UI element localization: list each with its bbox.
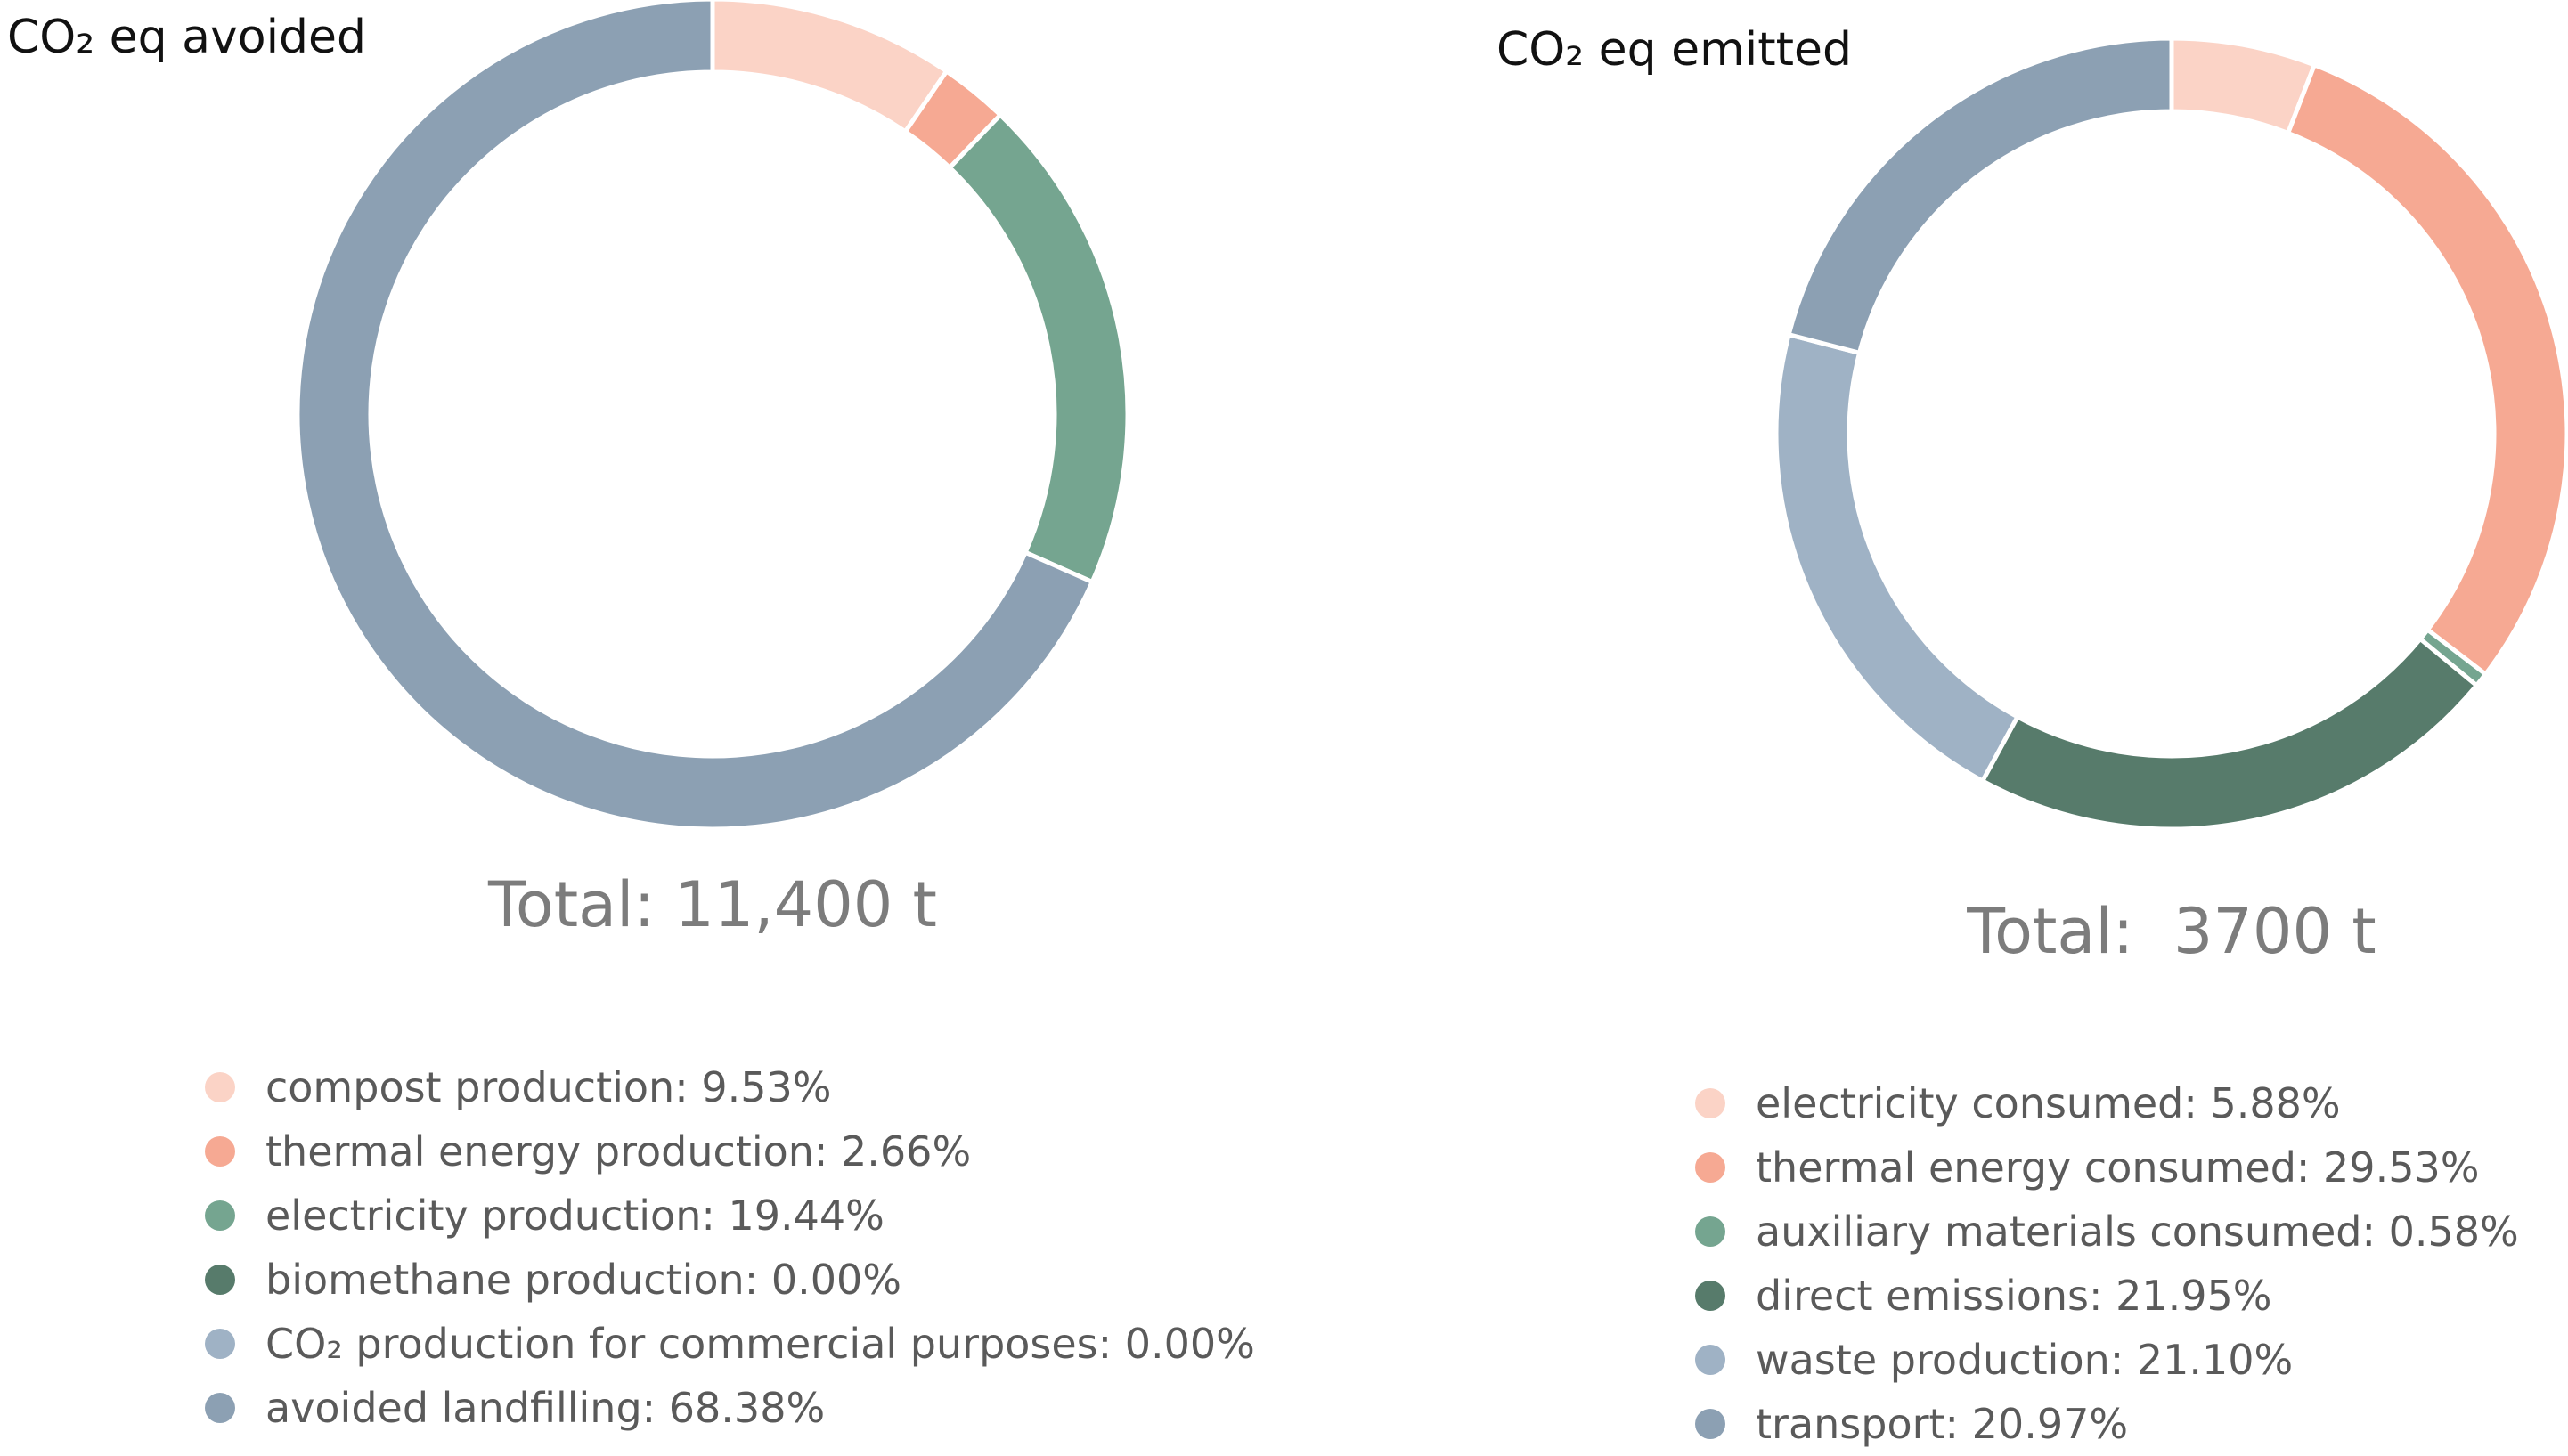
- legend-swatch: [1695, 1409, 1725, 1439]
- legend-item-thermal-energy-consumed: thermal energy consumed: 29.53%: [1695, 1135, 2519, 1200]
- donut-slice-avoided-compost-production: [710, 0, 950, 135]
- legend-swatch: [205, 1136, 235, 1167]
- legend-item-electricity-production: electricity production: 19.44%: [205, 1184, 1255, 1248]
- total-label-emitted: Total: 3700 t: [1967, 895, 2376, 968]
- legend-emitted: electricity consumed: 5.88% thermal ener…: [1695, 1071, 2519, 1456]
- legend-swatch: [205, 1393, 235, 1423]
- legend-label: biomethane production: 0.00%: [265, 1256, 901, 1304]
- chart-title-emitted: CO₂ eq emitted: [1496, 23, 1853, 77]
- legend-item-co2-production: CO₂ production for commercial purposes: …: [205, 1312, 1255, 1376]
- legend-avoided: compost production: 9.53% thermal energy…: [205, 1055, 1255, 1440]
- legend-item-electricity-consumed: electricity consumed: 5.88%: [1695, 1071, 2519, 1135]
- legend-swatch: [1695, 1152, 1725, 1183]
- legend-item-waste-production: waste production: 21.10%: [1695, 1328, 2519, 1392]
- total-label-avoided: Total: 11,400 t: [488, 868, 937, 941]
- donut-chart-avoided: [295, 0, 1130, 832]
- legend-swatch: [205, 1265, 235, 1295]
- legend-label: avoided landfilling: 68.38%: [265, 1384, 826, 1432]
- donut-slice-emitted-waste-production: [1773, 331, 2021, 785]
- legend-item-transport: transport: 20.97%: [1695, 1392, 2519, 1456]
- legend-swatch: [1695, 1088, 1725, 1118]
- legend-item-thermal-energy-production: thermal energy production: 2.66%: [205, 1119, 1255, 1184]
- legend-swatch: [205, 1200, 235, 1231]
- legend-item-direct-emissions: direct emissions: 21.95%: [1695, 1264, 2519, 1328]
- legend-label: electricity consumed: 5.88%: [1756, 1079, 2341, 1127]
- legend-item-avoided-landfilling: avoided landfilling: 68.38%: [205, 1376, 1255, 1440]
- donut-slice-emitted-transport: [1786, 36, 2174, 356]
- donut-chart-emitted: [1773, 36, 2568, 832]
- legend-item-auxiliary-materials-consumed: auxiliary materials consumed: 0.58%: [1695, 1200, 2519, 1264]
- legend-label: thermal energy production: 2.66%: [265, 1127, 972, 1175]
- legend-swatch: [205, 1072, 235, 1102]
- legend-swatch: [205, 1329, 235, 1359]
- donut-slice-avoided-electricity-production: [946, 111, 1130, 585]
- legend-label: thermal energy consumed: 29.53%: [1756, 1143, 2480, 1192]
- legend-item-compost-production: compost production: 9.53%: [205, 1055, 1255, 1119]
- legend-label: transport: 20.97%: [1756, 1400, 2129, 1448]
- legend-swatch: [1695, 1345, 1725, 1375]
- legend-label: direct emissions: 21.95%: [1756, 1272, 2272, 1320]
- donut-slice-emitted-direct-emissions: [1979, 635, 2480, 832]
- legend-item-biomethane-production: biomethane production: 0.00%: [205, 1248, 1255, 1312]
- legend-label: electricity production: 19.44%: [265, 1192, 885, 1240]
- donut-slice-emitted-thermal-energy-consumed: [2285, 61, 2568, 678]
- donut-slice-avoided-avoided-landfilling: [295, 0, 1096, 832]
- legend-swatch: [1695, 1216, 1725, 1247]
- legend-label: CO₂ production for commercial purposes: …: [265, 1320, 1255, 1368]
- chart-title-avoided: CO₂ eq avoided: [7, 11, 367, 64]
- legend-label: compost production: 9.53%: [265, 1063, 832, 1111]
- legend-label: auxiliary materials consumed: 0.58%: [1756, 1208, 2519, 1256]
- legend-swatch: [1695, 1281, 1725, 1311]
- legend-label: waste production: 21.10%: [1756, 1336, 2294, 1384]
